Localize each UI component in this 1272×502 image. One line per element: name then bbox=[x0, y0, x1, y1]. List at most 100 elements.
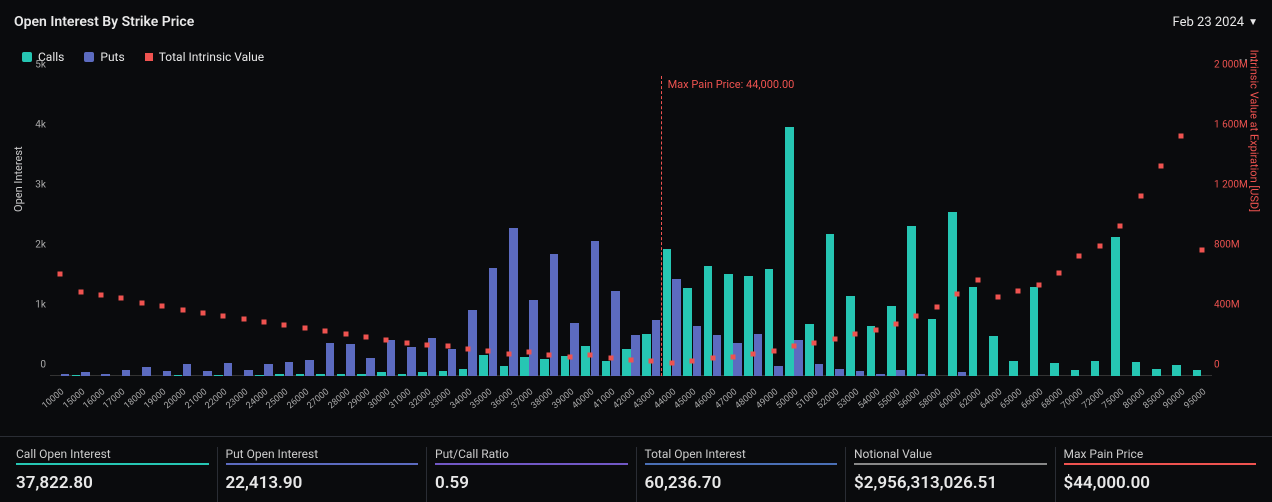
intrinsic-point bbox=[1097, 243, 1102, 248]
legend-label: Total Intrinsic Value bbox=[159, 50, 264, 64]
puts-bar bbox=[305, 360, 314, 376]
stat-accent-bar bbox=[645, 463, 838, 465]
legend-puts[interactable]: Puts bbox=[84, 50, 124, 64]
calls-bar bbox=[1172, 365, 1181, 376]
date-selector[interactable]: Feb 23 2024 ▼ bbox=[1173, 15, 1258, 30]
y-left-tick: 4k bbox=[20, 120, 46, 131]
calls-bar bbox=[337, 374, 346, 376]
x-tick: 41000 bbox=[591, 387, 617, 411]
x-tick: 30000 bbox=[367, 387, 393, 411]
intrinsic-point bbox=[200, 311, 205, 316]
plot-area[interactable]: 01k2k3k4k5k0400M800M1 200M1 600M2 000M10… bbox=[50, 76, 1212, 376]
x-tick: 51000 bbox=[795, 387, 821, 411]
intrinsic-point bbox=[730, 354, 735, 359]
intrinsic-point bbox=[343, 332, 348, 337]
calls-bar bbox=[867, 326, 876, 376]
stat-card: Put Open Interest22,413.90 bbox=[217, 447, 427, 502]
x-tick: 39000 bbox=[550, 387, 576, 411]
y-right-tick: 400M bbox=[1214, 300, 1258, 311]
intrinsic-point bbox=[282, 323, 287, 328]
x-tick: 46000 bbox=[693, 387, 719, 411]
calls-bar bbox=[765, 269, 774, 376]
intrinsic-point bbox=[669, 360, 674, 365]
intrinsic-point bbox=[384, 338, 389, 343]
intrinsic-point bbox=[710, 356, 715, 361]
x-tick: 31000 bbox=[387, 387, 413, 411]
intrinsic-point bbox=[160, 303, 165, 308]
intrinsic-point bbox=[119, 296, 124, 301]
puts-bar bbox=[203, 371, 212, 376]
intrinsic-swatch bbox=[145, 53, 153, 61]
stat-card: Notional Value $2,956,313,026.51 bbox=[845, 447, 1055, 502]
puts-bar bbox=[61, 374, 70, 376]
stat-label: Total Open Interest bbox=[645, 447, 838, 461]
puts-bar bbox=[468, 310, 477, 376]
stat-accent-bar bbox=[16, 463, 209, 465]
stat-card: Call Open Interest37,822.80 bbox=[8, 447, 217, 502]
intrinsic-point bbox=[934, 305, 939, 310]
intrinsic-point bbox=[975, 278, 980, 283]
puts-bar bbox=[896, 370, 905, 376]
intrinsic-point bbox=[404, 341, 409, 346]
stat-card: Total Open Interest60,236.70 bbox=[636, 447, 846, 502]
page-title: Open Interest By Strike Price bbox=[14, 14, 194, 30]
puts-bar bbox=[733, 343, 742, 376]
x-tick: 29000 bbox=[346, 387, 372, 411]
intrinsic-point bbox=[221, 314, 226, 319]
legend-label: Puts bbox=[100, 50, 124, 64]
calls-bar bbox=[744, 276, 753, 376]
calls-bar bbox=[1152, 369, 1161, 376]
calls-bar bbox=[1050, 363, 1059, 376]
puts-bar bbox=[285, 362, 294, 376]
intrinsic-point bbox=[363, 335, 368, 340]
intrinsic-point bbox=[812, 341, 817, 346]
calls-bar bbox=[1091, 361, 1100, 376]
puts-bar bbox=[142, 367, 151, 376]
intrinsic-point bbox=[425, 342, 430, 347]
x-tick: 37000 bbox=[510, 387, 536, 411]
stats-row: Call Open Interest37,822.80Put Open Inte… bbox=[0, 436, 1272, 502]
puts-bar bbox=[611, 291, 620, 376]
x-tick: 68000 bbox=[1040, 387, 1066, 411]
x-tick: 36000 bbox=[489, 387, 515, 411]
intrinsic-point bbox=[139, 300, 144, 305]
intrinsic-point bbox=[1057, 270, 1062, 275]
x-tick: 40000 bbox=[571, 387, 597, 411]
legend: Calls Puts Total Intrinsic Value bbox=[22, 48, 1258, 66]
stat-value: $44,000.00 bbox=[1064, 473, 1257, 493]
x-tick: 95000 bbox=[1182, 387, 1208, 411]
x-tick: 23000 bbox=[224, 387, 250, 411]
intrinsic-point bbox=[649, 359, 654, 364]
intrinsic-point bbox=[547, 353, 552, 358]
x-tick: 34000 bbox=[448, 387, 474, 411]
x-tick: 10000 bbox=[41, 387, 67, 411]
intrinsic-point bbox=[995, 294, 1000, 299]
puts-bar bbox=[387, 340, 396, 376]
calls-bar bbox=[459, 369, 468, 376]
calls-bar bbox=[72, 375, 81, 376]
x-tick: 80000 bbox=[1121, 387, 1147, 411]
x-tick: 35000 bbox=[469, 387, 495, 411]
calls-bar bbox=[296, 374, 305, 376]
stat-card: Put/Call Ratio0.59 bbox=[426, 447, 636, 502]
calls-bar bbox=[887, 306, 896, 376]
intrinsic-point bbox=[445, 344, 450, 349]
intrinsic-point bbox=[323, 329, 328, 334]
legend-intrinsic[interactable]: Total Intrinsic Value bbox=[145, 50, 264, 64]
calls-bar bbox=[581, 346, 590, 376]
stat-value: $2,956,313,026.51 bbox=[854, 473, 1047, 493]
stat-accent-bar bbox=[435, 463, 628, 465]
stat-label: Notional Value bbox=[854, 447, 1047, 461]
x-tick: 75000 bbox=[1101, 387, 1127, 411]
x-tick: 70000 bbox=[1060, 387, 1086, 411]
calls-bar bbox=[602, 361, 611, 376]
x-tick: 47000 bbox=[713, 387, 739, 411]
intrinsic-point bbox=[302, 326, 307, 331]
puts-bar bbox=[652, 320, 661, 376]
x-tick: 22000 bbox=[204, 387, 230, 411]
x-tick: 17000 bbox=[102, 387, 128, 411]
calls-bar bbox=[989, 336, 998, 376]
intrinsic-point bbox=[690, 359, 695, 364]
puts-bar bbox=[346, 344, 355, 376]
intrinsic-point bbox=[58, 272, 63, 277]
